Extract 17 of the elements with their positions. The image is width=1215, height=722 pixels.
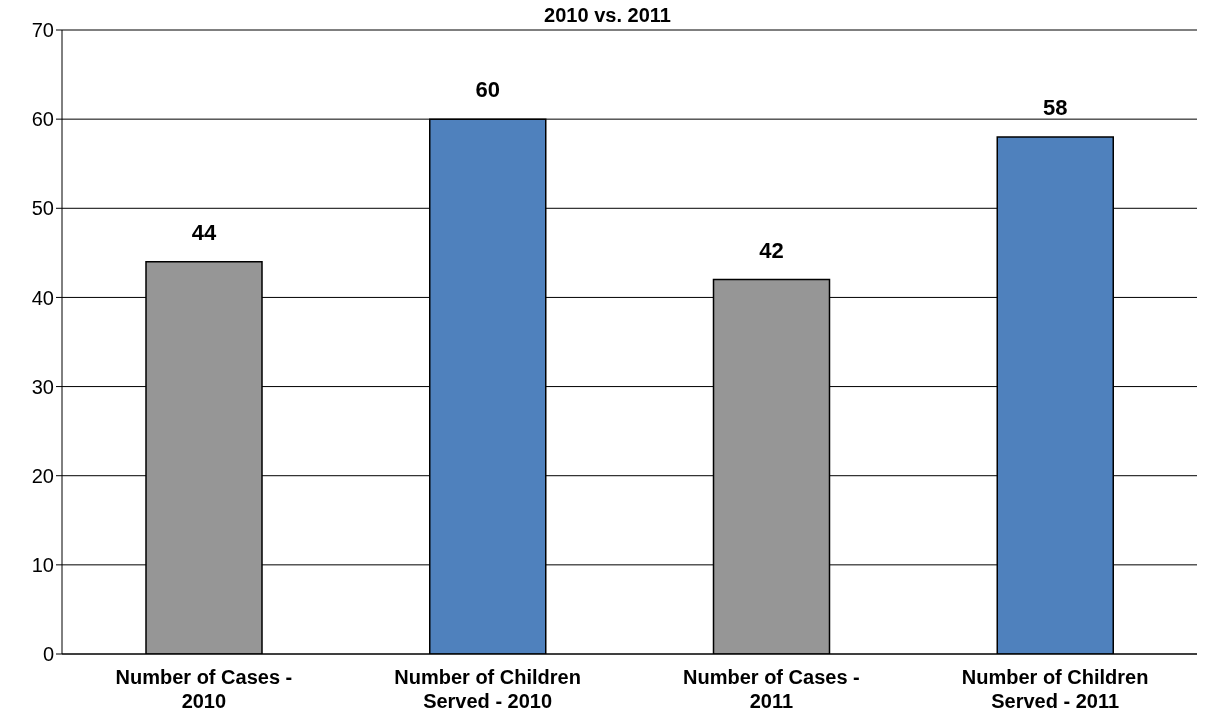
y-tick-label: 10: [31, 553, 54, 576]
y-tick-label: 40: [31, 286, 54, 309]
y-tick-label: 60: [31, 108, 54, 131]
x-tick-label: Number of Cases - 2010: [115, 666, 293, 712]
data-label: 58: [1043, 94, 1068, 120]
y-tick-label: 30: [31, 375, 54, 398]
data-label: 44: [191, 219, 217, 245]
y-tick-label: 50: [31, 197, 54, 220]
data-label: 60: [475, 77, 500, 103]
chart-title: 2010 vs. 2011: [544, 4, 671, 26]
data-label: 42: [759, 237, 784, 263]
y-tick-label: 0: [42, 643, 54, 666]
y-tick-label: 70: [31, 19, 54, 42]
x-tick-label: Number of Children Served - 2011: [961, 666, 1149, 712]
x-tick-label: Number of Cases - 2011: [683, 666, 860, 712]
x-tick-label: Number of Children Served - 2010: [394, 666, 581, 712]
y-tick-label: 20: [31, 464, 54, 487]
